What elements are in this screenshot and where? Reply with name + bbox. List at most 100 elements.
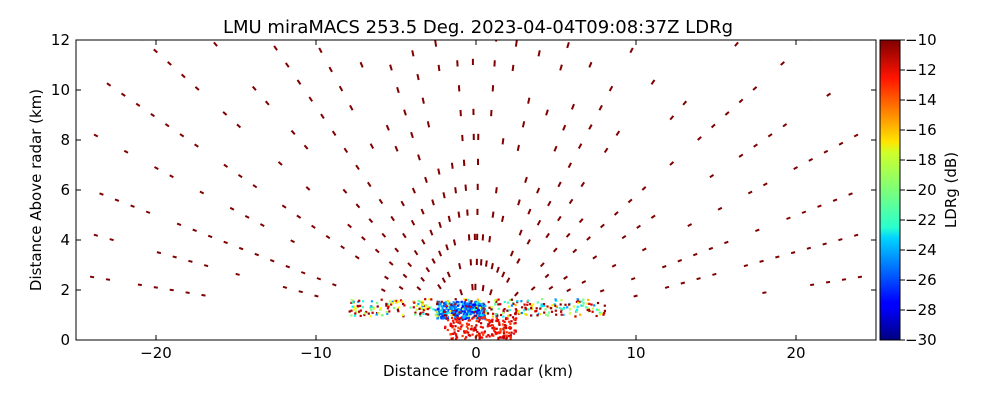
radar-return: [390, 215, 395, 222]
radar-return: [825, 280, 831, 284]
radar-return: [361, 236, 366, 241]
radar-return: [488, 319, 491, 323]
radar-return: [438, 303, 441, 306]
radar-return: [574, 315, 577, 318]
radar-return: [479, 325, 482, 328]
radar-return: [376, 312, 379, 315]
radar-return: [445, 244, 449, 251]
radar-return: [437, 300, 441, 303]
radar-return: [473, 311, 476, 314]
radar-return: [93, 233, 99, 237]
radar-return: [384, 275, 389, 280]
radar-return: [422, 308, 425, 312]
radar-return: [438, 221, 442, 228]
radar-return: [500, 313, 503, 317]
radar-return: [455, 320, 458, 323]
radar-return: [477, 311, 480, 314]
radar-return: [539, 307, 542, 310]
radar-return: [513, 329, 516, 332]
radar-return: [494, 303, 497, 306]
radar-return: [465, 331, 468, 334]
radar-return: [457, 309, 460, 312]
radar-return: [488, 306, 491, 309]
radar-return: [459, 316, 462, 319]
radar-return: [501, 271, 506, 278]
radar-return: [546, 314, 549, 317]
colorbar-tick-label: −14: [905, 91, 937, 109]
radar-return: [577, 301, 580, 304]
radar-return: [444, 326, 447, 330]
radar-return: [477, 320, 480, 323]
radar-return: [585, 306, 588, 309]
radar-return: [474, 304, 477, 307]
radar-return: [838, 141, 844, 146]
radar-return: [350, 301, 353, 304]
radar-return: [459, 289, 463, 296]
radar-return: [470, 325, 473, 328]
radar-return: [442, 192, 446, 199]
radar-return: [548, 285, 554, 291]
radar-return: [467, 314, 471, 317]
radar-return: [457, 329, 460, 332]
radar-return: [586, 307, 589, 310]
radar-return: [499, 330, 502, 333]
radar-return: [515, 309, 518, 312]
radar-return: [465, 336, 468, 339]
radar-return: [318, 47, 323, 54]
radar-return: [421, 305, 424, 308]
radar-return: [464, 317, 467, 320]
radar-return: [447, 215, 451, 223]
radar-return: [516, 258, 521, 264]
radar-return: [806, 246, 812, 250]
radar-return: [491, 333, 494, 336]
radar-return: [524, 306, 527, 309]
radar-return: [464, 337, 467, 340]
radar-return: [527, 308, 530, 311]
radar-return: [588, 309, 591, 312]
radar-return: [179, 133, 185, 138]
radar-return: [473, 301, 477, 304]
radar-return: [484, 309, 488, 312]
radar-return: [420, 276, 425, 282]
radar-return: [522, 309, 526, 312]
radar-return: [602, 313, 605, 316]
radar-return: [491, 318, 494, 321]
radar-return: [734, 41, 739, 47]
radar-return: [464, 304, 467, 307]
radar-return: [551, 304, 554, 307]
radar-return: [137, 283, 142, 287]
radar-return: [775, 255, 780, 259]
radar-return: [582, 302, 585, 305]
radar-return: [347, 223, 352, 229]
y-tick-label: 10: [51, 81, 70, 99]
radar-return: [554, 299, 557, 302]
radar-return: [521, 121, 526, 128]
radar-return: [421, 97, 425, 104]
radar-return: [472, 303, 475, 306]
radar-return: [463, 298, 466, 301]
chart-title: LMU miraMACS 253.5 Deg. 2023-04-04T09:08…: [223, 17, 733, 38]
radar-return: [477, 303, 480, 306]
radar-return: [537, 50, 541, 57]
plot-frame: [75, 39, 877, 341]
radar-return: [441, 314, 444, 317]
radar-return: [391, 300, 394, 303]
radar-return: [361, 306, 364, 309]
radar-return: [477, 334, 480, 337]
radar-return: [508, 320, 511, 323]
radar-return: [303, 144, 309, 150]
radar-return: [505, 334, 508, 337]
radar-return: [504, 324, 508, 327]
radar-return: [517, 310, 520, 313]
radar-return: [536, 301, 539, 304]
colorbar-tick-label: −28: [905, 301, 937, 319]
radar-return: [598, 104, 603, 111]
radar-return: [407, 262, 413, 268]
colorbar-tick-label: −18: [905, 151, 937, 169]
radar-return: [488, 335, 491, 338]
radar-return: [535, 307, 538, 310]
radar-return: [402, 273, 408, 279]
radar-return: [462, 316, 465, 319]
x-tick-label: 20: [786, 344, 805, 362]
radar-return: [419, 300, 422, 303]
